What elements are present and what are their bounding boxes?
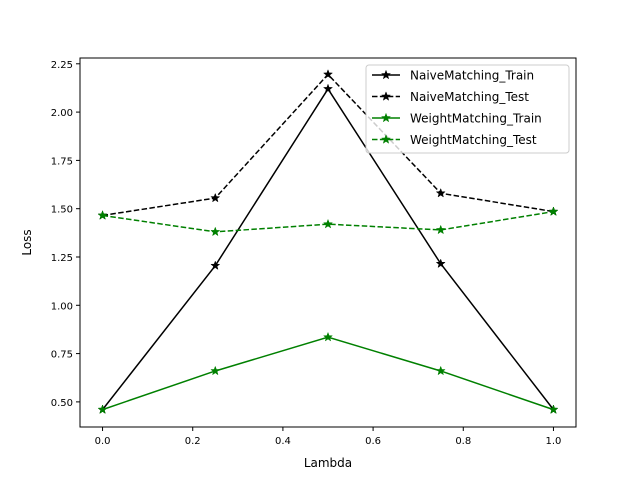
series-line: [102, 210, 554, 233]
legend-marker: [380, 91, 392, 101]
y-axis-label: Loss: [20, 229, 34, 255]
data-point: [548, 404, 559, 414]
data-point: [435, 187, 446, 198]
x-axis-label: Lambda: [304, 456, 352, 470]
legend-label: NaiveMatching_Test: [410, 90, 529, 104]
x-tick-label: 0.2: [185, 436, 201, 447]
data-point: [548, 206, 559, 216]
series-line: [102, 336, 554, 411]
y-tick-label: 1.75: [51, 156, 73, 167]
data-point: [435, 365, 446, 376]
data-point: [210, 260, 221, 270]
legend-label: WeightMatching_Test: [410, 133, 537, 147]
x-tick-label: 1.0: [546, 436, 562, 447]
legend-label: NaiveMatching_Train: [410, 69, 534, 83]
legend-marker: [380, 112, 392, 123]
legend-item: NaiveMatching_Test: [372, 90, 529, 104]
y-tick-label: 0.50: [51, 398, 73, 409]
data-point: [322, 83, 334, 94]
legend: NaiveMatching_Train NaiveMatching_Test Wei…: [365, 64, 570, 154]
y-tick-label: 0.75: [51, 350, 73, 361]
y-tick-label: 2.00: [51, 108, 73, 119]
data-point: [322, 331, 334, 342]
y-tick-label: 2.25: [51, 60, 73, 71]
data-point: [435, 224, 446, 235]
data-point: [210, 226, 221, 237]
legend-box: [365, 64, 570, 154]
legend-item: WeightMatching_Test: [372, 133, 537, 147]
plot-marks: [97, 69, 559, 414]
legend-item: NaiveMatching_Train: [372, 69, 534, 83]
series-NaiveMatching_Test: [97, 69, 559, 220]
series-WeightMatching_Train: [97, 331, 559, 414]
data-point: [97, 404, 108, 414]
data-point: [435, 258, 446, 269]
x-tick-label: 0.0: [95, 436, 111, 447]
data-point: [97, 210, 108, 220]
plot-frame: [79, 57, 577, 428]
legend-marker: [380, 134, 392, 144]
y-tick-label: 1.25: [51, 253, 73, 264]
x-tick-label: 0.8: [455, 436, 471, 447]
x-tick-label: 0.4: [275, 436, 291, 447]
data-point: [322, 69, 334, 79]
data-point: [322, 218, 334, 229]
data-point: [210, 365, 221, 376]
y-tick-label: 1.00: [51, 301, 73, 312]
legend-label: WeightMatching_Train: [410, 112, 542, 126]
data-point: [210, 192, 221, 203]
x-axis-ticks: 0.0 0.2 0.4 0.6 0.8 1.0: [95, 427, 562, 447]
series-WeightMatching_Test: [97, 206, 559, 237]
y-axis-ticks: 0.50 0.75 1.00 1.25 1.50 1.75 2.00 2.25: [51, 60, 80, 409]
y-tick-label: 1.50: [51, 205, 73, 216]
legend-marker: [380, 69, 392, 80]
legend-item: WeightMatching_Train: [372, 112, 542, 126]
x-tick-label: 0.6: [365, 436, 381, 447]
